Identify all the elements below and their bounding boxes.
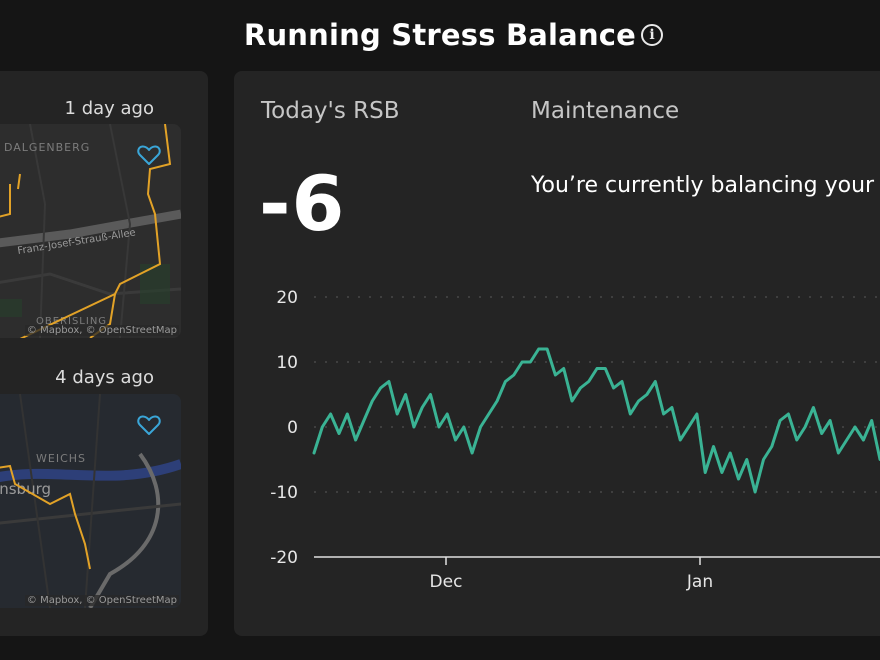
x-tick-label: Dec [430,572,463,592]
map-label: DALGENBERG [4,141,90,154]
y-tick-label: -10 [270,483,298,503]
y-tick-label: 0 [287,418,298,438]
rsb-panel: Today's RSB -6 Maintenance You’re curren… [234,71,880,636]
info-circle-icon[interactable]: i [641,24,663,46]
map-attribution: © Mapbox, © OpenStreetMap [24,595,179,606]
rsb-series-line [312,347,880,494]
y-tick-label: -20 [270,548,298,568]
rsb-description: You’re currently balancing your stress a… [531,173,880,198]
x-tick-label: Jan [686,572,713,592]
heart-outline-icon[interactable] [137,144,161,166]
page-title: Running Stress Balance [243,18,637,52]
activity-map[interactable]: DALGENBERG Franz-Josef-Strauß-Allee OBER… [0,124,181,338]
activity-time-ago: 4 days ago [55,367,154,388]
activity-map[interactable]: WEICHS ensburg © Mapbox, © OpenStreetMap [0,394,181,608]
rsb-value: -6 [259,159,346,248]
y-tick-label: 10 [276,353,298,373]
rsb-line-chart[interactable]: 20 10 0 -10 -20 Dec Jan [234,261,880,596]
heart-outline-icon[interactable] [137,414,161,436]
rsb-status: Maintenance [531,98,680,124]
map-label: OBERISLING [36,316,107,327]
map-label: WEICHS [36,452,86,465]
rsb-label: Today's RSB [261,98,400,124]
activity-time-ago: 1 day ago [64,98,154,119]
recent-activities-panel: 1 day ago DALGENBERG Franz-Josef-Strauß-… [0,71,208,636]
y-tick-label: 20 [276,288,298,308]
map-attribution: © Mapbox, © OpenStreetMap [24,325,179,336]
